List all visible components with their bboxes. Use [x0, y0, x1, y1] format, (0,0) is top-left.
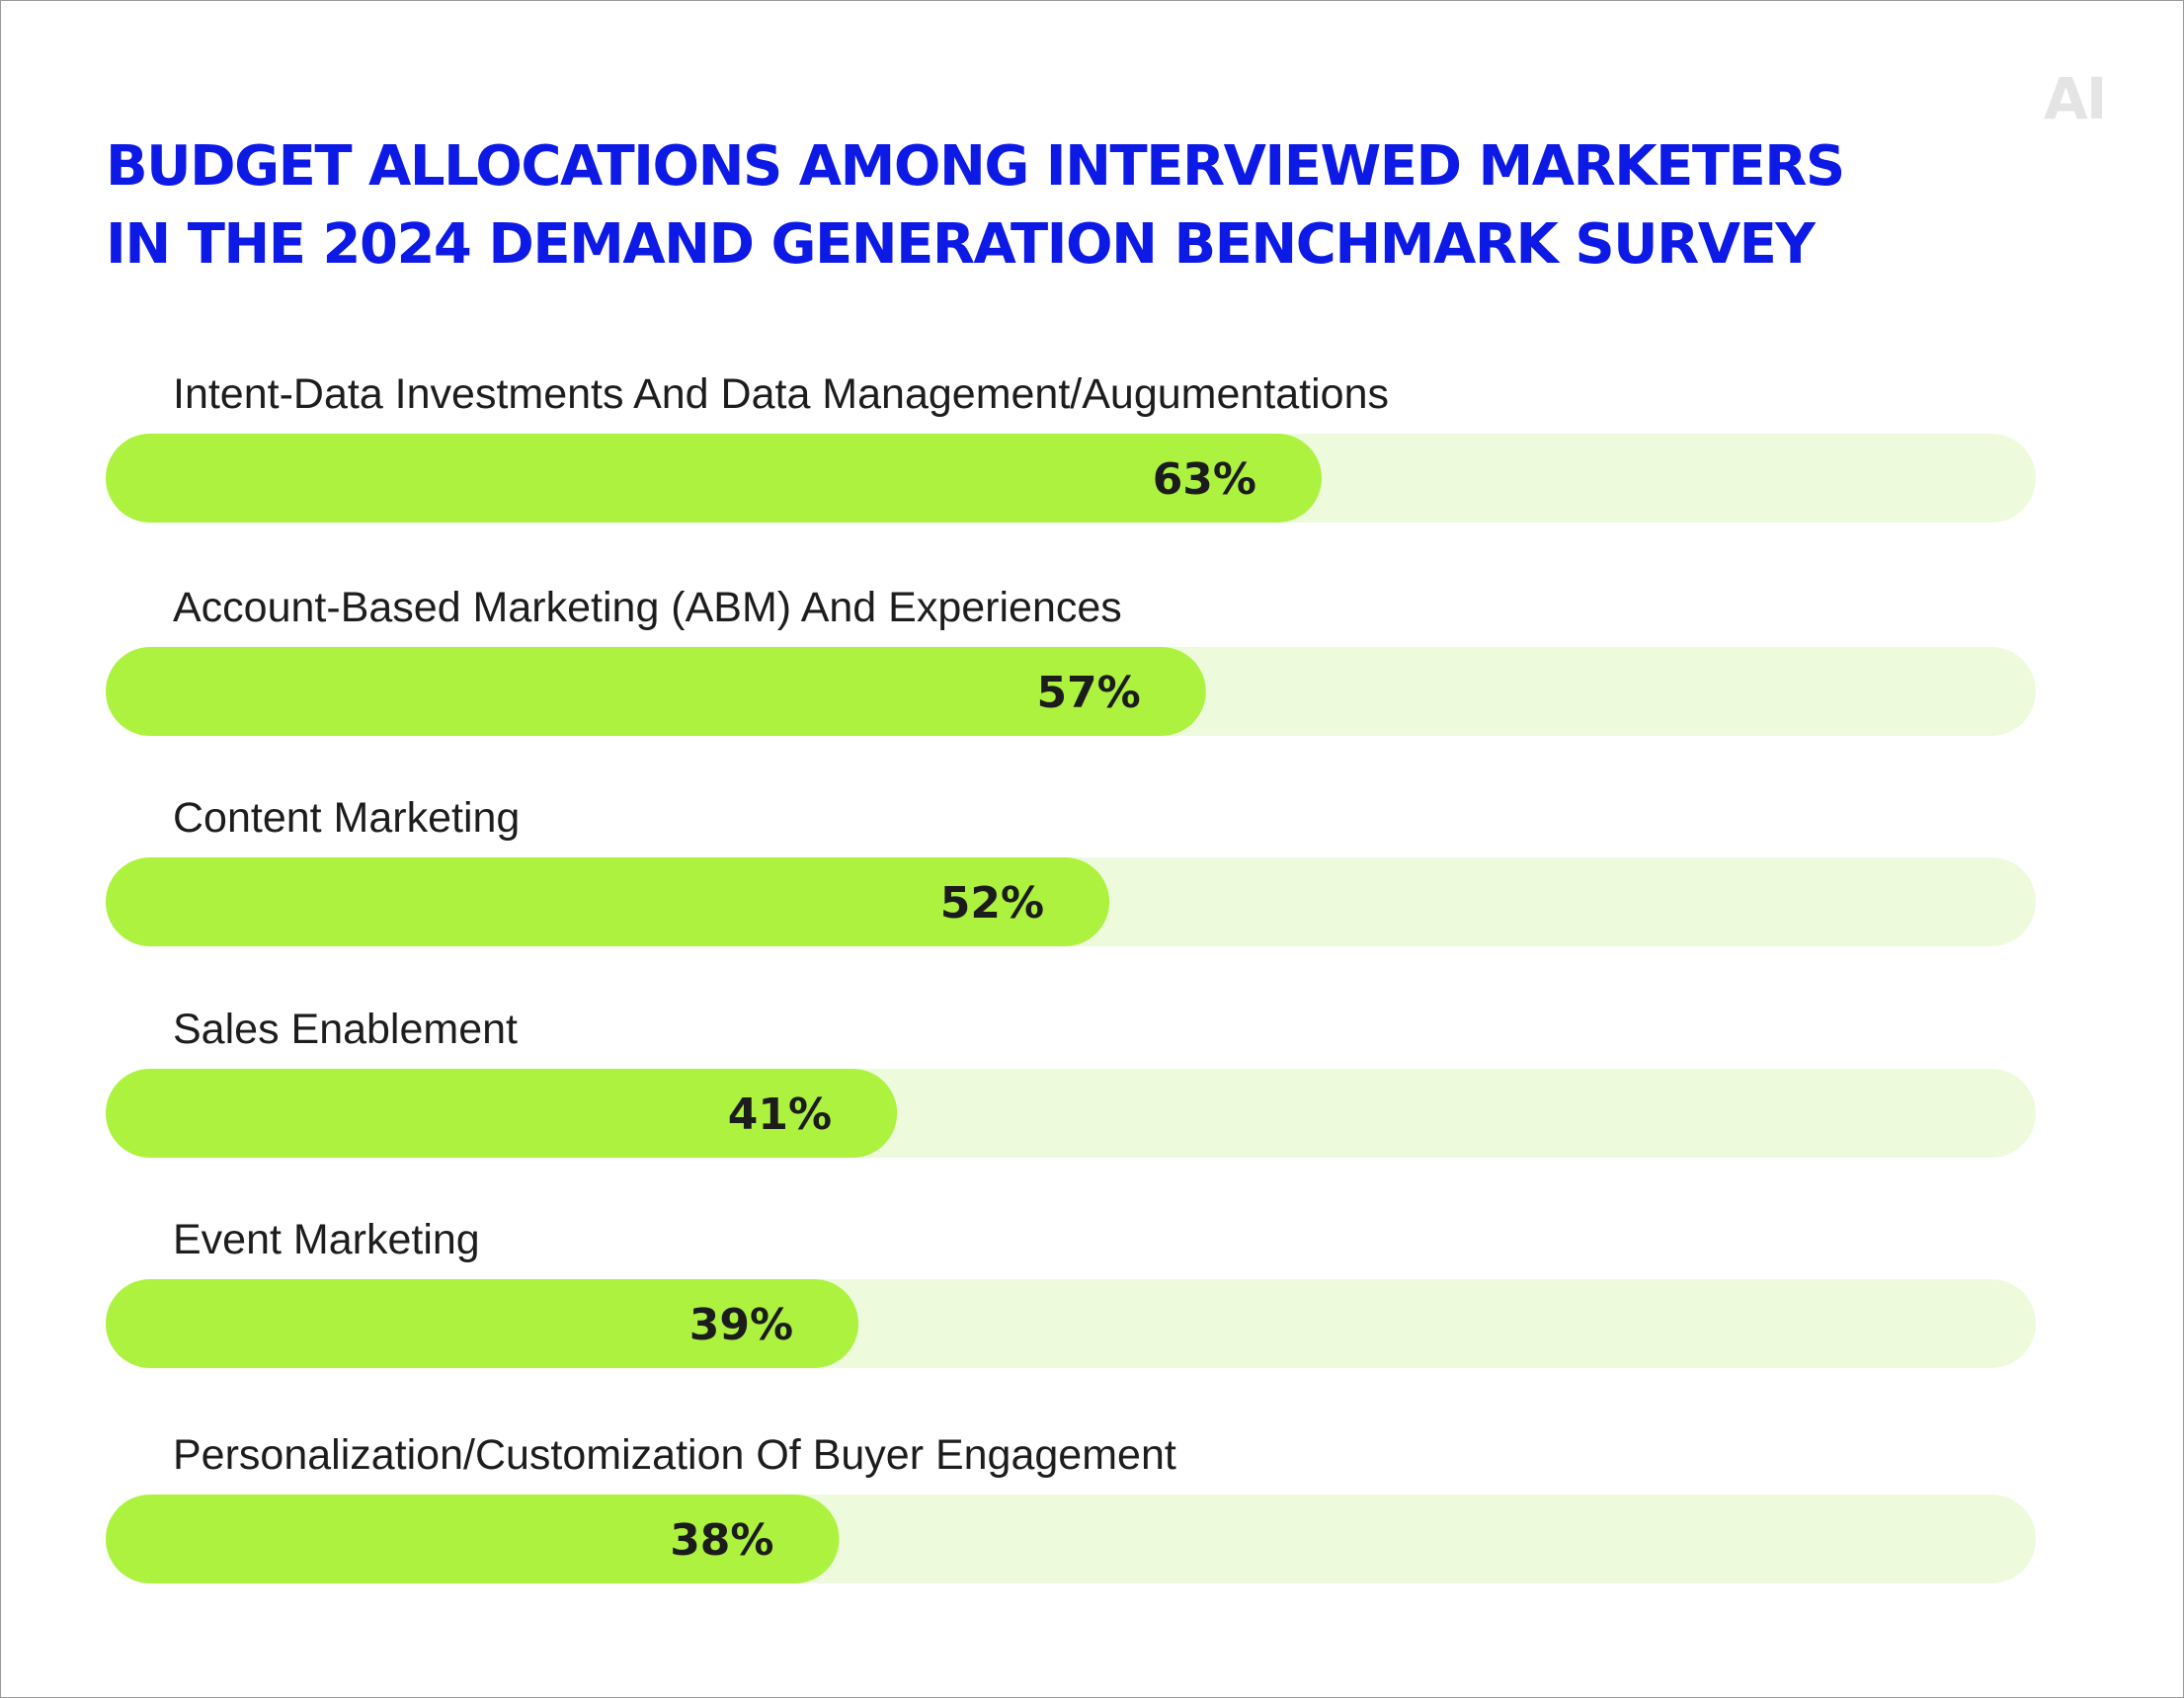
value-label: 38%	[670, 1515, 773, 1566]
brand-logo: AI	[2044, 65, 2107, 132]
category-label: Personalization/Customization Of Buyer E…	[173, 1431, 1176, 1479]
chart-title: BUDGET ALLOCATIONS AMONG INTERVIEWED MAR…	[106, 127, 1982, 283]
bar-row: Account-Based Marketing (ABM) And Experi…	[106, 584, 2036, 736]
bar-row: Sales Enablement 41%	[106, 1006, 2036, 1158]
bar-row: Personalization/Customization Of Buyer E…	[106, 1431, 2036, 1583]
value-label: 52%	[940, 878, 1044, 929]
category-label: Content Marketing	[173, 794, 520, 842]
value-label: 57%	[1036, 668, 1140, 718]
category-label: Event Marketing	[173, 1216, 480, 1263]
bar	[106, 857, 1110, 946]
bar	[106, 434, 1323, 523]
category-label: Sales Enablement	[173, 1006, 518, 1053]
chart-title-line-1: BUDGET ALLOCATIONS AMONG INTERVIEWED MAR…	[106, 134, 1845, 199]
bar	[106, 1069, 898, 1158]
value-label: 39%	[689, 1300, 793, 1350]
bar	[106, 1279, 859, 1368]
category-label: Intent-Data Investments And Data Managem…	[173, 370, 1389, 418]
bar-row: Content Marketing 52%	[106, 794, 2036, 946]
value-label: 63%	[1153, 454, 1256, 505]
bar	[106, 647, 1206, 736]
bar-row: Intent-Data Investments And Data Managem…	[106, 370, 2036, 523]
category-label: Account-Based Marketing (ABM) And Experi…	[173, 584, 1122, 631]
chart-title-line-2: IN THE 2024 DEMAND GENERATION BENCHMARK …	[106, 212, 1816, 277]
bar-row: Event Marketing 39%	[106, 1216, 2036, 1368]
bar	[106, 1495, 840, 1583]
value-label: 41%	[728, 1090, 832, 1140]
